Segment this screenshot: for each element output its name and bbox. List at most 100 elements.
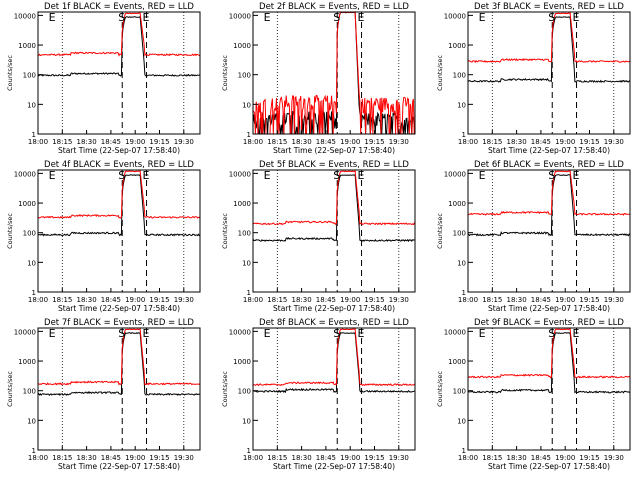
series-line-lld [468,170,631,216]
x-axis-label: Start Time (22-Sep-07 17:58:40) [488,146,610,155]
interval-marker: E [479,169,486,182]
y-tick-label: 10 [242,259,251,267]
interval-marker: E [358,169,365,182]
interval-marker: E [479,11,486,24]
y-axis-label: Counts/sec [6,371,14,407]
x-tick-label: 19:30 [389,138,409,146]
y-axis-label: Counts/sec [436,213,444,249]
y-tick-label: 1 [247,447,251,455]
interval-marker: S [118,169,125,182]
y-tick-label: 10 [242,101,251,109]
y-tick-label: 100 [238,72,251,80]
series-line-events [467,15,631,83]
y-tick-label: 100 [23,72,36,80]
x-axis-label: Start Time (22-Sep-07 17:58:40) [273,304,395,313]
x-tick-label: 18:45 [101,296,121,304]
x-axis-label: Start Time (22-Sep-07 17:58:40) [488,304,610,313]
x-axis-label: Start Time (22-Sep-07 17:58:40) [273,462,395,471]
x-tick-label: 18:15 [482,138,502,146]
x-tick-label: 18:30 [77,296,97,304]
y-tick-label: 1000 [18,42,36,50]
series-line-events [467,174,631,237]
x-tick-label: 18:45 [101,138,121,146]
y-tick-label: 10000 [229,12,251,20]
series-line-events [467,331,631,394]
x-tick-label: 18:15 [52,296,72,304]
x-tick-label: 18:00 [28,296,48,304]
series-line-lld [467,328,631,379]
y-tick-label: 10 [457,417,466,425]
y-tick-label: 10000 [444,170,466,178]
interval-marker: E [573,11,580,24]
series-line-events [252,173,416,243]
plot-frame [37,327,201,451]
interval-marker: E [264,169,271,182]
series-line-lld [467,12,631,63]
y-tick-label: 100 [453,388,466,396]
y-tick-label: 1 [462,131,466,139]
interval-marker: S [333,169,340,182]
y-tick-label: 1 [462,447,466,455]
y-tick-label: 1000 [18,358,36,366]
y-tick-label: 10000 [229,170,251,178]
panel-title: Det 8f BLACK = Events, RED = LLD [259,318,409,328]
x-tick-label: 19:15 [149,138,169,146]
y-axis-label: Counts/sec [6,213,14,249]
interval-marker: E [358,11,365,24]
interval-marker: S [548,11,555,24]
interval-marker: E [143,327,150,340]
x-tick-label: 18:15 [267,454,287,462]
plot-frame [467,327,631,451]
x-tick-label: 18:45 [531,296,551,304]
plot-frame [467,11,631,135]
y-tick-label: 1000 [233,358,251,366]
y-axis-label: Counts/sec [221,213,229,249]
y-tick-label: 10000 [229,328,251,336]
y-tick-label: 1000 [233,200,251,208]
x-tick-label: 18:30 [77,138,97,146]
x-tick-label: 18:30 [507,138,527,146]
x-tick-label: 18:45 [316,454,336,462]
y-tick-label: 10000 [14,328,36,336]
x-tick-label: 19:15 [149,296,169,304]
series-line-events [37,331,200,397]
x-tick-label: 19:00 [555,138,575,146]
plot-frame [37,11,201,135]
series-line-lld [37,12,201,57]
y-tick-label: 10 [457,101,466,109]
x-tick-label: 19:00 [125,454,145,462]
x-tick-label: 18:15 [52,138,72,146]
series-line-lld [37,328,201,386]
x-tick-label: 18:15 [267,138,287,146]
series-line-lld [252,328,416,387]
interval-marker: S [118,327,125,340]
x-tick-label: 18:45 [316,296,336,304]
x-axis-label: Start Time (22-Sep-07 17:58:40) [58,304,180,313]
x-tick-label: 19:15 [579,454,599,462]
y-tick-label: 100 [453,230,466,238]
x-tick-label: 19:30 [604,138,624,146]
y-tick-label: 1 [32,131,36,139]
panel-title: Det 9f BLACK = Events, RED = LLD [474,318,624,328]
interval-marker: S [548,327,555,340]
x-tick-label: 18:15 [52,454,72,462]
interval-marker: E [143,11,150,24]
x-tick-label: 18:15 [482,454,502,462]
plot-frame [467,169,631,293]
y-tick-label: 1 [247,289,251,297]
y-tick-label: 10000 [14,12,36,20]
plot-frame [252,169,416,293]
y-tick-label: 1000 [448,42,466,50]
x-axis-label: Start Time (22-Sep-07 17:58:40) [273,146,395,155]
interval-marker: E [573,327,580,340]
y-tick-label: 100 [453,72,466,80]
y-tick-label: 1000 [448,358,466,366]
y-tick-label: 10 [242,417,251,425]
x-tick-label: 19:15 [364,454,384,462]
x-tick-label: 19:15 [579,296,599,304]
x-axis-label: Start Time (22-Sep-07 17:58:40) [58,146,180,155]
